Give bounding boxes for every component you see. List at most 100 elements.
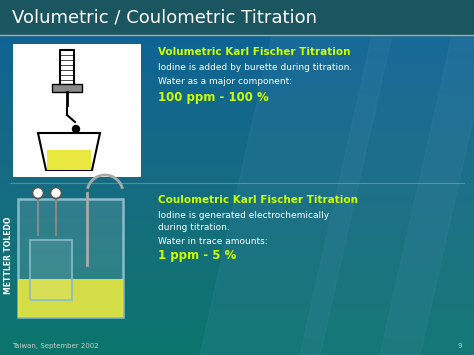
Bar (0, 288, 474, 293)
Bar (0, 176, 474, 182)
Bar (0, 163, 474, 169)
Bar (0, 323, 474, 328)
Bar (0, 296, 474, 302)
Bar (0, 247, 474, 253)
Text: 1 ppm - 5 %: 1 ppm - 5 % (158, 250, 237, 262)
Bar (13, 44, 141, 177)
Bar (0, 70, 474, 75)
Bar (0, 128, 474, 133)
Bar (0, 43, 474, 49)
Bar (0, 57, 474, 62)
Bar (0, 110, 474, 115)
Bar (0, 234, 474, 240)
Bar (0, 52, 474, 58)
Bar (0, 141, 474, 146)
Bar (0, 243, 474, 248)
Bar (0, 265, 474, 271)
Bar (0, 305, 474, 311)
Circle shape (33, 187, 44, 198)
Bar (0, 30, 474, 36)
Bar (0, 12, 474, 18)
Bar (0, 194, 474, 200)
Bar (0, 105, 474, 111)
Text: Volumetric / Coulometric Titration: Volumetric / Coulometric Titration (12, 9, 317, 27)
Text: Taiwan, September 2002: Taiwan, September 2002 (12, 343, 99, 349)
Polygon shape (200, 0, 400, 355)
Bar (0, 217, 474, 222)
Text: METTLER TOLEDO: METTLER TOLEDO (3, 216, 12, 294)
Bar (0, 159, 474, 164)
Bar (18, 199, 123, 317)
Bar (0, 261, 474, 266)
Bar (0, 101, 474, 106)
Polygon shape (38, 133, 100, 170)
Bar (0, 97, 474, 102)
Bar (0, 292, 474, 297)
Bar (0, 39, 474, 44)
Bar (0, 252, 474, 257)
Bar (0, 34, 474, 40)
Bar (0, 137, 474, 142)
Text: Iodine is generated electrochemically: Iodine is generated electrochemically (158, 211, 329, 219)
Bar (0, 270, 474, 275)
Bar (0, 123, 474, 129)
Bar (0, 0, 474, 35)
Bar (0, 310, 474, 315)
Bar (0, 332, 474, 337)
Text: Coulometric Karl Fischer Titration: Coulometric Karl Fischer Titration (158, 195, 358, 205)
Text: Iodine is added by burette during titration.: Iodine is added by burette during titrat… (158, 62, 352, 71)
Bar (0, 345, 474, 351)
Bar (18, 279, 123, 317)
Bar (0, 199, 474, 204)
Bar (0, 181, 474, 186)
Bar (0, 150, 474, 155)
Bar (0, 283, 474, 288)
Circle shape (73, 126, 80, 132)
Bar (0, 8, 474, 13)
Bar (0, 318, 474, 324)
Text: during titration.: during titration. (158, 223, 230, 231)
Bar (0, 0, 474, 4)
Bar (0, 350, 474, 355)
Bar (0, 79, 474, 84)
Bar (0, 132, 474, 137)
Bar (0, 92, 474, 98)
Polygon shape (380, 0, 474, 355)
Text: Volumetric Karl Fischer Titration: Volumetric Karl Fischer Titration (158, 47, 350, 57)
Bar (0, 172, 474, 178)
Bar (0, 17, 474, 22)
Bar (0, 208, 474, 213)
Bar (0, 225, 474, 231)
Bar (0, 114, 474, 120)
Bar (0, 168, 474, 173)
Bar (0, 230, 474, 235)
Bar (0, 48, 474, 53)
Bar (0, 239, 474, 244)
Bar (0, 279, 474, 284)
Bar (0, 301, 474, 306)
Circle shape (51, 187, 62, 198)
Bar (0, 75, 474, 80)
Bar (0, 221, 474, 226)
Bar (0, 83, 474, 89)
Bar (0, 146, 474, 151)
Text: Water as a major component:: Water as a major component: (158, 77, 292, 87)
Bar (0, 26, 474, 31)
Bar (0, 327, 474, 333)
Bar (0, 336, 474, 342)
Bar (0, 154, 474, 160)
Bar (0, 190, 474, 195)
Text: 9: 9 (457, 343, 462, 349)
Bar (0, 185, 474, 191)
Bar (0, 66, 474, 71)
Bar (0, 314, 474, 320)
Bar (0, 21, 474, 27)
Bar (0, 274, 474, 280)
Bar (0, 119, 474, 124)
Bar (0, 341, 474, 346)
Text: 100 ppm - 100 %: 100 ppm - 100 % (158, 91, 269, 104)
Polygon shape (300, 0, 474, 355)
Polygon shape (47, 150, 91, 170)
Bar (0, 256, 474, 262)
Bar (30, 240, 72, 300)
